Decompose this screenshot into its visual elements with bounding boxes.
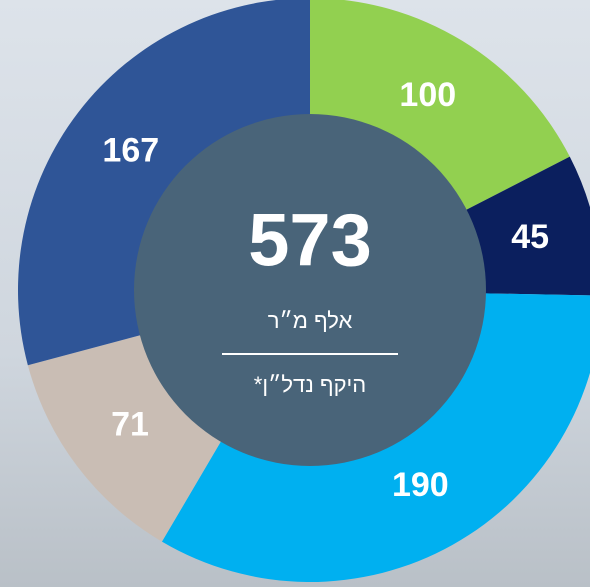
data-label: 167	[102, 131, 159, 169]
data-label: 190	[392, 466, 449, 504]
data-label: 71	[111, 406, 149, 444]
donut-segment	[310, 0, 570, 222]
center-circle	[134, 114, 486, 466]
center-caption: היקף נדל״ן*	[254, 372, 366, 397]
donut-segment	[18, 0, 310, 366]
center-unit: אלף מ״ר	[268, 308, 353, 333]
data-label: 45	[511, 218, 549, 256]
center-value: 573	[248, 199, 371, 282]
data-label: 100	[399, 76, 456, 114]
